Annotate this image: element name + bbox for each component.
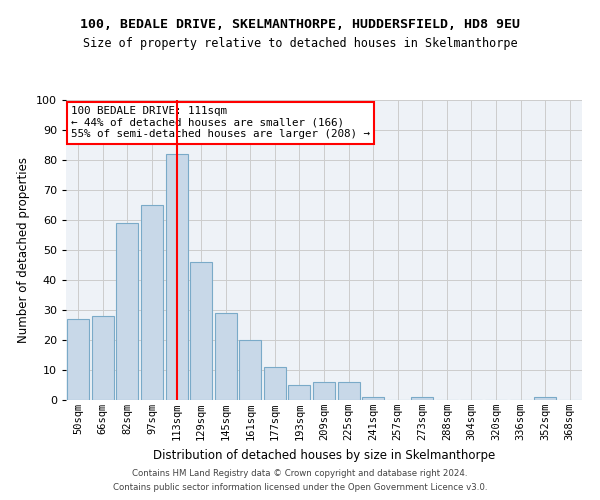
Bar	[264, 367, 286, 400]
Text: 100 BEDALE DRIVE: 111sqm
← 44% of detached houses are smaller (166)
55% of semi-: 100 BEDALE DRIVE: 111sqm ← 44% of detach…	[71, 106, 370, 139]
Bar	[215, 313, 237, 400]
Bar	[116, 223, 139, 400]
Text: 100, BEDALE DRIVE, SKELMANTHORPE, HUDDERSFIELD, HD8 9EU: 100, BEDALE DRIVE, SKELMANTHORPE, HUDDER…	[80, 18, 520, 30]
X-axis label: Distribution of detached houses by size in Skelmanthorpe: Distribution of detached houses by size …	[153, 448, 495, 462]
Text: Contains public sector information licensed under the Open Government Licence v3: Contains public sector information licen…	[113, 484, 487, 492]
Bar	[362, 397, 384, 400]
Bar	[190, 262, 212, 400]
Text: Contains HM Land Registry data © Crown copyright and database right 2024.: Contains HM Land Registry data © Crown c…	[132, 468, 468, 477]
Bar	[166, 154, 188, 400]
Bar	[92, 316, 114, 400]
Y-axis label: Number of detached properties: Number of detached properties	[17, 157, 31, 343]
Text: Size of property relative to detached houses in Skelmanthorpe: Size of property relative to detached ho…	[83, 38, 517, 51]
Bar	[411, 397, 433, 400]
Bar	[239, 340, 262, 400]
Bar	[313, 382, 335, 400]
Bar	[67, 319, 89, 400]
Bar	[534, 397, 556, 400]
Bar	[289, 385, 310, 400]
Bar	[141, 205, 163, 400]
Bar	[338, 382, 359, 400]
